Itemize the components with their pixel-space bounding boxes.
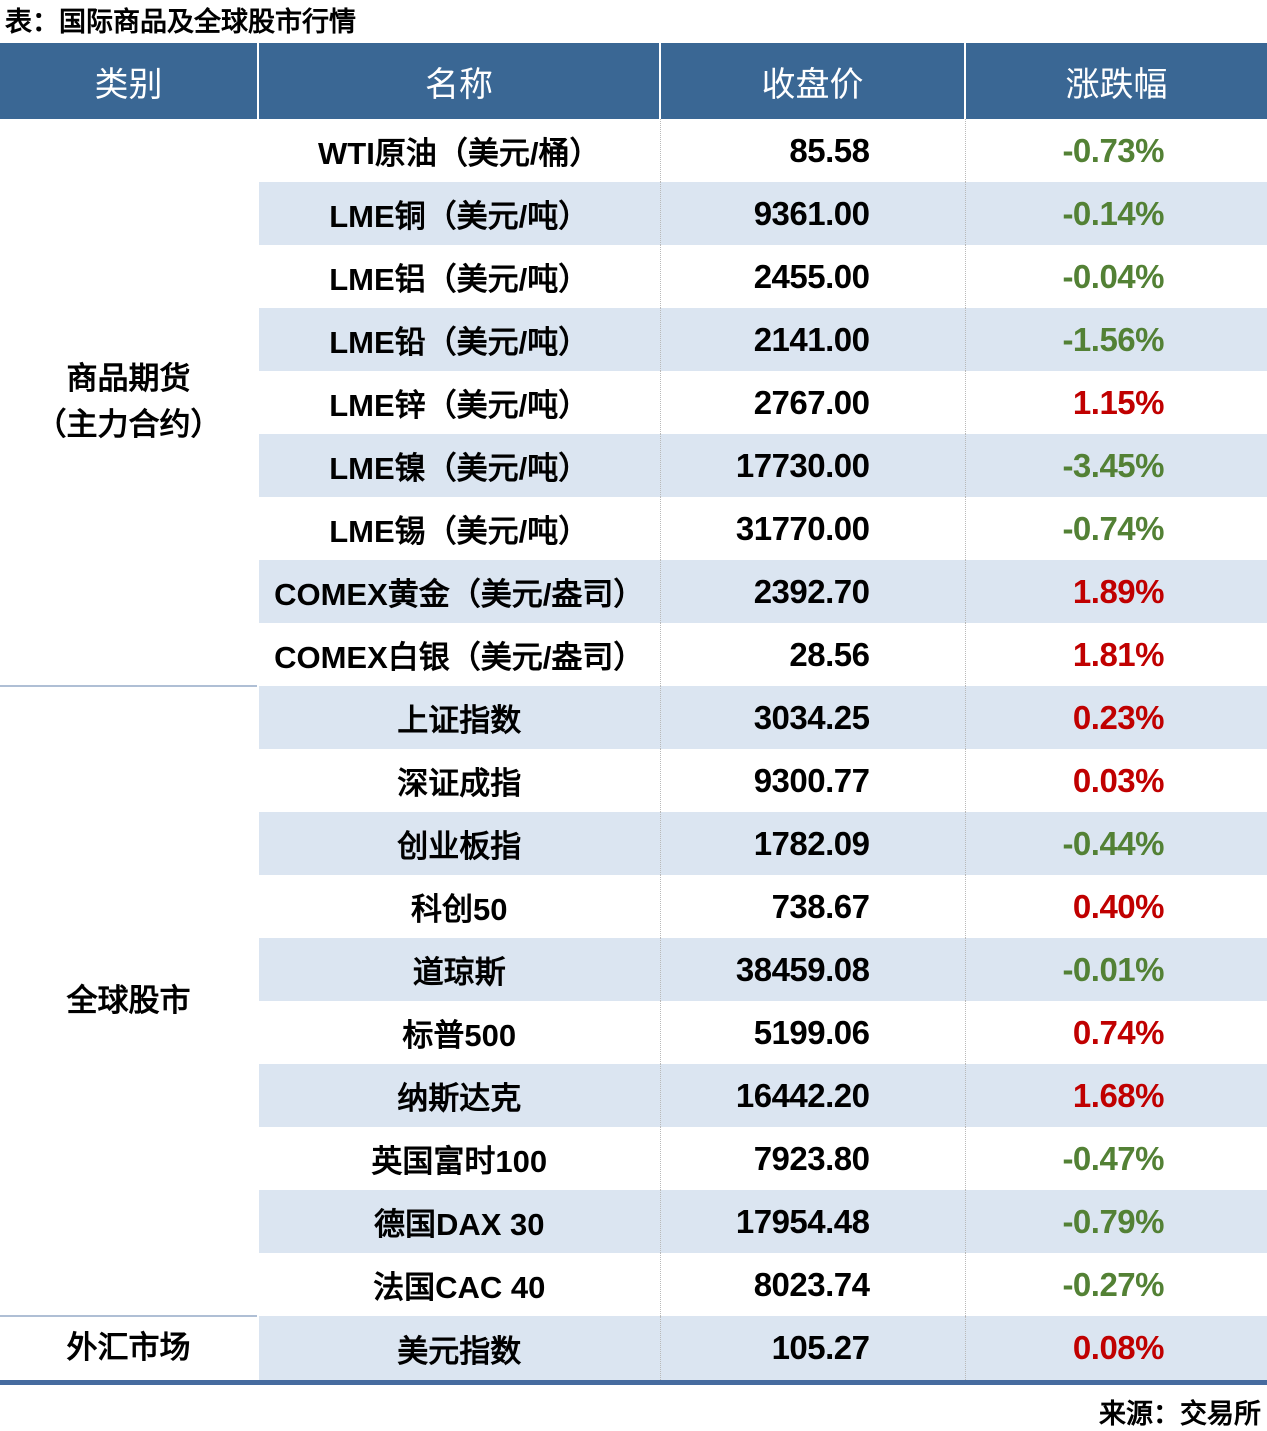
column-header-category: 类别: [0, 43, 259, 120]
instrument-name-cell: LME铅（美元/吨）: [257, 308, 660, 372]
close-price-cell: 105.27: [659, 1316, 965, 1383]
close-price-cell: 9361.00: [659, 182, 965, 246]
source-note: 来源：交易所: [1099, 1399, 1261, 1430]
table-row: 英国富时100 7923.80 -0.47%: [0, 1127, 1267, 1191]
table-row: LME铝（美元/吨） 2455.00 -0.04%: [0, 245, 1267, 309]
close-price-cell: 16442.20: [659, 1064, 965, 1128]
close-price-cell: 1782.09: [659, 812, 965, 876]
close-price-cell: 31770.00: [659, 497, 965, 561]
close-price-cell: 85.58: [659, 119, 965, 183]
header-row: 类别 名称 收盘价 涨跌幅: [0, 43, 1267, 120]
category-cell-global-equities: 全球股市: [0, 685, 258, 1317]
change-percent-cell: -1.56%: [964, 308, 1267, 372]
close-price-cell: 2455.00: [659, 245, 965, 309]
table-row: LME铜（美元/吨） 9361.00 -0.14%: [0, 182, 1267, 246]
table-row: LME锡（美元/吨） 31770.00 -0.74%: [0, 497, 1267, 561]
change-percent-cell: -0.27%: [964, 1253, 1267, 1317]
instrument-name-cell: 科创50: [257, 875, 660, 939]
category-cell-forex: 外汇市场: [0, 1315, 258, 1383]
category-cell-commodities: 商品期货 （主力合约）: [0, 119, 258, 687]
instrument-name-cell: 美元指数: [257, 1316, 660, 1383]
change-percent-cell: -0.04%: [964, 245, 1267, 309]
change-percent-cell: 0.23%: [964, 686, 1267, 750]
instrument-name-cell: LME铜（美元/吨）: [257, 182, 660, 246]
change-percent-cell: 1.81%: [964, 623, 1267, 687]
change-percent-cell: -0.74%: [964, 497, 1267, 561]
instrument-name-cell: LME锌（美元/吨）: [257, 371, 660, 435]
instrument-name-cell: COMEX白银（美元/盎司）: [257, 623, 660, 687]
instrument-name-cell: 德国DAX 30: [257, 1190, 660, 1254]
change-percent-cell: -0.47%: [964, 1127, 1267, 1191]
market-table: 类别 名称 收盘价 涨跌幅 商品期货 （主力合约） WTI原油（美元/桶） 85…: [0, 43, 1267, 1386]
change-percent-cell: 0.08%: [964, 1316, 1267, 1383]
table-row: LME锌（美元/吨） 2767.00 1.15%: [0, 371, 1267, 435]
page: { "title": "表：国际商品及全球股市行情", "source": "来…: [0, 7, 1267, 1430]
change-percent-cell: -0.01%: [964, 938, 1267, 1002]
table-row: 德国DAX 30 17954.48 -0.79%: [0, 1190, 1267, 1254]
instrument-name-cell: LME镍（美元/吨）: [257, 434, 660, 498]
instrument-name-cell: LME铝（美元/吨）: [257, 245, 660, 309]
instrument-name-cell: WTI原油（美元/桶）: [257, 119, 660, 183]
close-price-cell: 17954.48: [659, 1190, 965, 1254]
change-percent-cell: 1.15%: [964, 371, 1267, 435]
close-price-cell: 9300.77: [659, 749, 965, 813]
table-row: 深证成指 9300.77 0.03%: [0, 749, 1267, 813]
table-row: COMEX白银（美元/盎司） 28.56 1.81%: [0, 623, 1267, 687]
instrument-name-cell: 道琼斯: [257, 938, 660, 1002]
close-price-cell: 2141.00: [659, 308, 965, 372]
column-header-close: 收盘价: [660, 43, 966, 120]
column-header-name: 名称: [258, 43, 661, 120]
table-row: LME镍（美元/吨） 17730.00 -3.45%: [0, 434, 1267, 498]
change-percent-cell: 1.89%: [964, 560, 1267, 624]
close-price-cell: 5199.06: [659, 1001, 965, 1065]
close-price-cell: 738.67: [659, 875, 965, 939]
table-row: COMEX黄金（美元/盎司） 2392.70 1.89%: [0, 560, 1267, 624]
change-percent-cell: 1.68%: [964, 1064, 1267, 1128]
instrument-name-cell: 纳斯达克: [257, 1064, 660, 1128]
table-row: 科创50 738.67 0.40%: [0, 875, 1267, 939]
table-row: 全球股市 上证指数 3034.25 0.23%: [0, 685, 1267, 1317]
close-price-cell: 7923.80: [659, 1127, 965, 1191]
close-price-cell: 17730.00: [659, 434, 965, 498]
table-row: 纳斯达克 16442.20 1.68%: [0, 1064, 1267, 1128]
change-percent-cell: 0.03%: [964, 749, 1267, 813]
table-row: 创业板指 1782.09 -0.44%: [0, 812, 1267, 876]
change-percent-cell: -3.45%: [964, 434, 1267, 498]
close-price-cell: 28.56: [659, 623, 965, 687]
column-header-change: 涨跌幅: [965, 43, 1267, 120]
change-percent-cell: 0.40%: [964, 875, 1267, 939]
change-percent-cell: -0.79%: [964, 1190, 1267, 1254]
instrument-name-cell: 标普500: [257, 1001, 660, 1065]
instrument-name-cell: COMEX黄金（美元/盎司）: [257, 560, 660, 624]
change-percent-cell: 0.74%: [964, 1001, 1267, 1065]
table-title: 表：国际商品及全球股市行情: [5, 7, 356, 37]
table-row: 外汇市场 美元指数 105.27 0.08%: [0, 1315, 1267, 1383]
table-row: 法国CAC 40 8023.74 -0.27%: [0, 1253, 1267, 1317]
instrument-name-cell: 深证成指: [257, 749, 660, 813]
change-percent-cell: -0.44%: [964, 812, 1267, 876]
instrument-name-cell: 法国CAC 40: [257, 1253, 660, 1317]
table-row: 标普500 5199.06 0.74%: [0, 1001, 1267, 1065]
close-price-cell: 8023.74: [659, 1253, 965, 1317]
instrument-name-cell: 创业板指: [257, 812, 660, 876]
change-percent-cell: -0.73%: [964, 119, 1267, 183]
instrument-name-cell: LME锡（美元/吨）: [257, 497, 660, 561]
table-row: LME铅（美元/吨） 2141.00 -1.56%: [0, 308, 1267, 372]
table-row: 道琼斯 38459.08 -0.01%: [0, 938, 1267, 1002]
close-price-cell: 38459.08: [659, 938, 965, 1002]
instrument-name-cell: 英国富时100: [257, 1127, 660, 1191]
close-price-cell: 2767.00: [659, 371, 965, 435]
change-percent-cell: -0.14%: [964, 182, 1267, 246]
close-price-cell: 2392.70: [659, 560, 965, 624]
close-price-cell: 3034.25: [659, 686, 965, 750]
table-row: 商品期货 （主力合约） WTI原油（美元/桶） 85.58 -0.73%: [0, 119, 1267, 687]
instrument-name-cell: 上证指数: [257, 686, 660, 750]
